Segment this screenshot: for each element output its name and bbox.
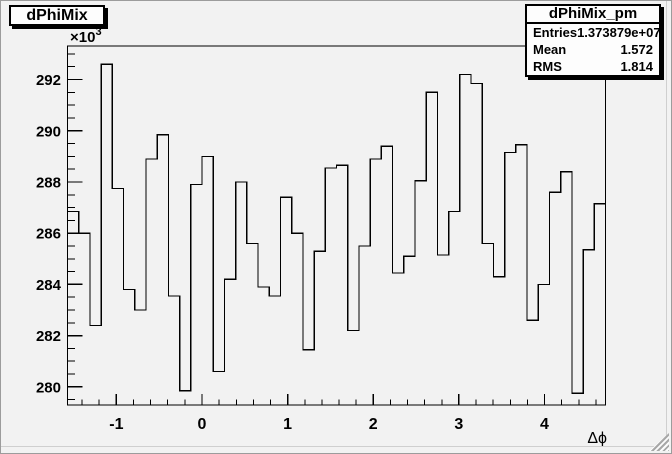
stats-label-mean: Mean: [533, 41, 567, 57]
y-axis-power-label: ×103: [70, 26, 102, 46]
histogram-title-box[interactable]: dPhiMix: [9, 5, 105, 26]
x-tick-label: 3: [454, 416, 463, 433]
x-axis-title: Δϕ: [587, 430, 607, 447]
x-tick-label: 1: [283, 416, 292, 433]
y-tick-label: 284: [36, 277, 62, 294]
stats-row-entries: Entries 1.373879e+07: [527, 24, 661, 41]
stats-box[interactable]: dPhiMix_pm Entries 1.373879e+07 Mean 1.5…: [525, 4, 661, 77]
stats-label-rms: RMS: [533, 58, 562, 74]
histogram-title: dPhiMix: [26, 6, 88, 24]
x-tick-label: 4: [540, 416, 549, 433]
stats-row-mean: Mean 1.572: [527, 41, 659, 58]
histogram-step-line: [66, 63, 607, 405]
y-tick-label: 288: [36, 174, 61, 191]
stats-row-rms: RMS 1.814: [527, 58, 659, 75]
stats-value-entries: 1.373879e+07: [577, 24, 661, 40]
stats-value-rms: 1.814: [620, 58, 653, 74]
y-tick-label: 280: [36, 379, 61, 396]
x-tick-label: 2: [369, 416, 378, 433]
y-tick-label: 292: [36, 72, 61, 89]
stats-label-entries: Entries: [533, 24, 578, 40]
y-tick-label: 286: [36, 226, 61, 243]
plot-frame: [66, 45, 607, 406]
y-tick-label: 282: [36, 328, 61, 345]
x-tick-label: 0: [198, 416, 207, 433]
stats-value-mean: 1.572: [620, 41, 653, 57]
y-tick-label: 290: [36, 123, 61, 140]
x-tick-label: -1: [109, 416, 123, 433]
stats-box-title: dPhiMix_pm: [527, 6, 659, 24]
